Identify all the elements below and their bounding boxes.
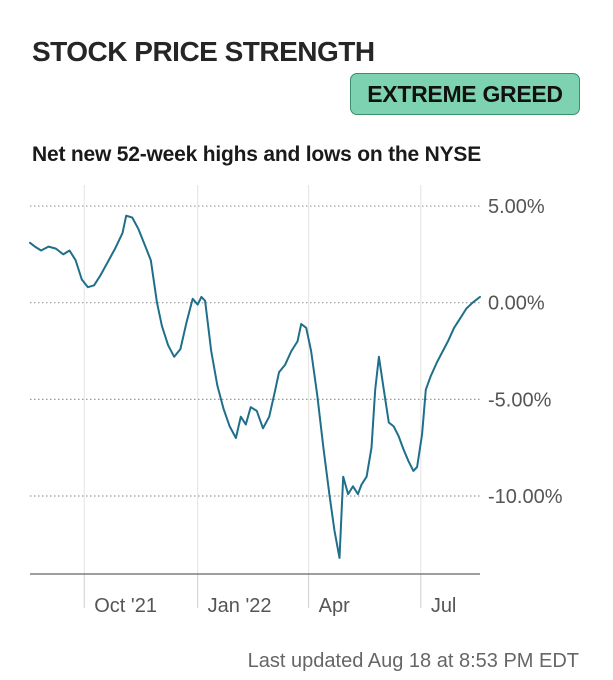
page-title: STOCK PRICE STRENGTH — [32, 36, 375, 67]
status-badge: EXTREME GREED — [350, 73, 580, 115]
y-tick-label: 5.00% — [488, 196, 545, 218]
axis-layer — [30, 573, 480, 608]
last-updated-label: Last updated Aug 18 at 8:53 PM EDT — [247, 650, 579, 672]
x-tick-label: Oct '21 — [94, 595, 157, 617]
line-chart: 5.00% 0.00% -5.00% -10.00% Oct '21 Jan '22 Apr… — [29, 185, 563, 617]
grid-layer — [30, 185, 480, 574]
x-tick-label: Apr — [319, 595, 350, 617]
y-tick-label: -5.00% — [488, 389, 552, 411]
last-updated-text: Last updated Aug 18 at 8:53 PM EDT — [248, 650, 579, 673]
series-line — [29, 214, 481, 559]
chart-title: Net new 52-week highs and lows on the NY… — [32, 143, 482, 166]
label-layer: 5.00% 0.00% -5.00% -10.00% Oct '21 Jan '22 Apr… — [94, 196, 562, 617]
x-tick-label: Jan '22 — [208, 595, 272, 617]
y-tick-label: -10.00% — [488, 486, 563, 508]
x-tick-label: Jul — [431, 595, 457, 617]
series-layer — [29, 214, 481, 559]
y-tick-label: 0.00% — [488, 293, 545, 315]
